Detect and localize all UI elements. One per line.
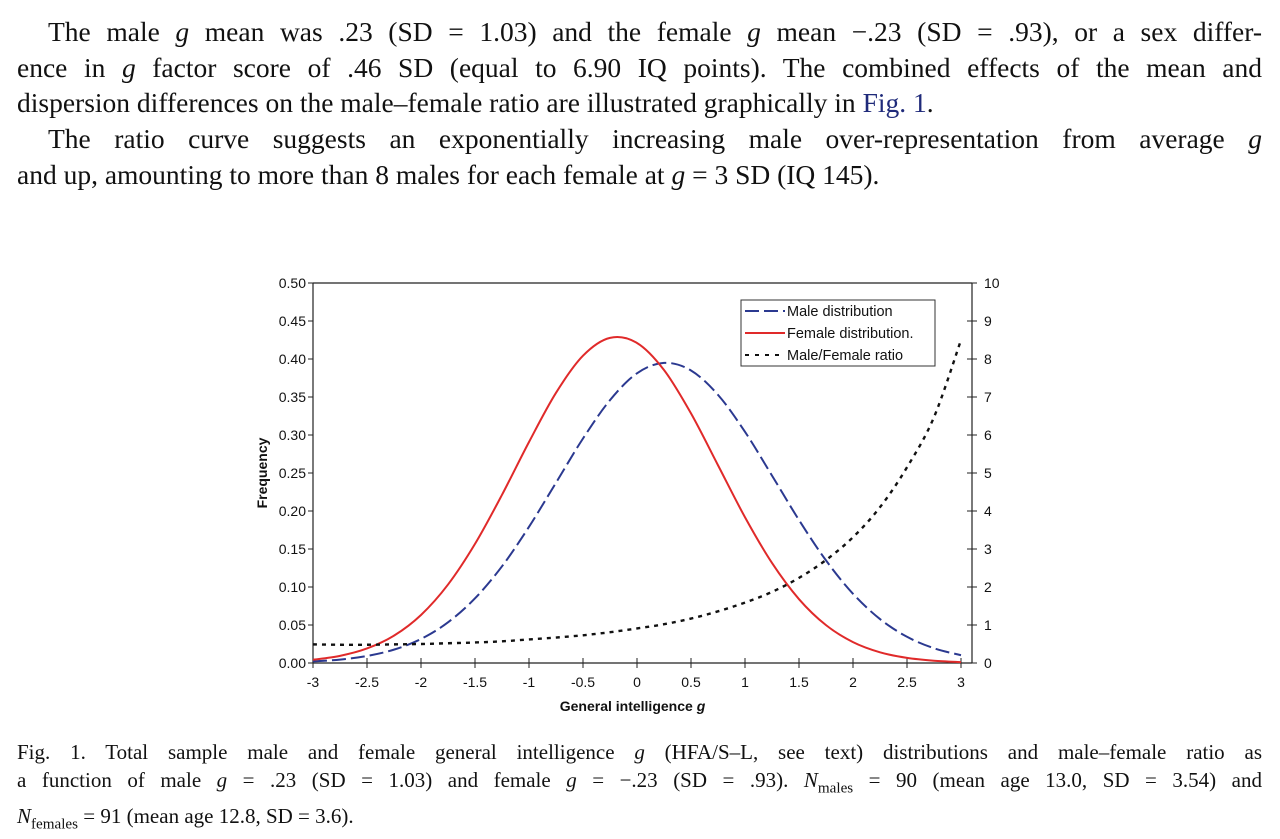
text-span: factor score of .46 SD (equal to 6.90 IQ… — [135, 51, 1262, 83]
x-tick-label: 0.5 — [681, 674, 701, 690]
x-tick-label: 1.5 — [789, 674, 809, 690]
italic-symbol: g — [747, 16, 761, 47]
series-male-distribution-line — [312, 361, 962, 663]
x-tick-label: -3 — [307, 674, 320, 690]
x-axis-label: General intelligence g — [560, 698, 706, 714]
text-line: dispersion differences on the male–femal… — [17, 85, 1262, 121]
x-tick-label: 1 — [741, 674, 749, 690]
x-tick-label: 2.5 — [897, 674, 917, 690]
text-span: dispersion differences on the male–femal… — [17, 87, 863, 119]
italic-symbol: g — [634, 740, 645, 764]
text-span: = −.23 (SD = .93). — [576, 768, 804, 792]
text-span: and up, amounting to more than 8 males f… — [17, 158, 672, 190]
text-line: Nfemales = 91 (mean age 12.8, SD = 3.6). — [17, 802, 1262, 838]
x-tick-label: 3 — [957, 674, 965, 690]
x-tick-label: 0 — [633, 674, 641, 690]
text-span: The male — [48, 16, 176, 47]
x-tick-label: 2 — [849, 674, 857, 690]
y-tick-label: 0.00 — [279, 655, 306, 671]
series-female-distribution-line — [312, 336, 962, 664]
y2-tick-label: 4 — [984, 503, 992, 519]
y-tick-label: 0.10 — [279, 579, 306, 595]
text-span: . — [926, 87, 934, 119]
text-line: The ratio curve suggests an exponentiall… — [17, 121, 1262, 157]
italic-symbol: g — [1248, 123, 1262, 155]
text-span: = 3 SD (IQ 145). — [685, 158, 880, 190]
italic-symbol: g — [121, 51, 136, 83]
text-line: Fig. 1. Total sample male and female gen… — [17, 738, 1262, 766]
italic-symbol: N — [803, 768, 818, 792]
legend-label: Male distribution — [787, 304, 893, 320]
text-span: Fig. 1. Total sample male and female gen… — [17, 740, 635, 764]
text-span: mean was .23 (SD = 1.03) and the female — [189, 16, 748, 47]
italic-symbol: g — [671, 158, 686, 190]
y-tick-label: 0.15 — [279, 541, 306, 557]
text-span: = 91 (mean age 12.8, SD = 3.6). — [78, 804, 354, 829]
italic-symbol: g — [566, 768, 577, 792]
text-line: a function of male g = .23 (SD = 1.03) a… — [17, 766, 1262, 802]
subscript: males — [817, 780, 854, 797]
y-tick-label: 0.20 — [279, 503, 306, 519]
figure-caption: Fig. 1. Total sample male and female gen… — [17, 738, 1262, 839]
y-tick-label: 0.45 — [279, 313, 306, 329]
y2-tick-label: 3 — [984, 541, 992, 557]
y-tick-label: 0.30 — [279, 427, 306, 443]
y-tick-label: 0.50 — [279, 275, 306, 291]
x-tick-label: -1 — [523, 674, 536, 690]
y-tick-label: 0.35 — [279, 389, 306, 405]
x-tick-label: -1.5 — [463, 674, 487, 690]
text-span: mean −.23 (SD = .93), or a sex differ- — [760, 16, 1263, 47]
y2-tick-label: 9 — [984, 313, 992, 329]
y2-tick-label: 6 — [984, 427, 992, 443]
x-tick-label: -2 — [415, 674, 428, 690]
y-axis-label: Frequency — [254, 437, 270, 508]
body-paragraphs: The male g mean was .23 (SD = 1.03) and … — [17, 14, 1262, 193]
y2-tick-label: 2 — [984, 579, 992, 595]
y2-tick-label: 1 — [984, 617, 992, 633]
text-line: ence in g factor score of .46 SD (equal … — [17, 50, 1262, 86]
figure-1-chart: 0.00 0.05 0.10 0.15 0.20 0.25 0.30 0.35 0.40 0.45… — [254, 275, 1000, 714]
text-span: a function of male — [17, 768, 217, 792]
x-tick-label: -0.5 — [571, 674, 595, 690]
text-span: ence in — [17, 51, 122, 83]
y-tick-label: 0.40 — [279, 351, 306, 367]
text-span: The ratio curve suggests an exponentiall… — [48, 123, 1249, 155]
italic-symbol: g — [216, 768, 228, 792]
y-tick-label: 0.25 — [279, 465, 306, 481]
text-span: = 90 (mean age 13.0, SD = 3.54) and — [853, 768, 1262, 792]
x-axis-label-symbol: g — [696, 698, 706, 714]
text-line: The male g mean was .23 (SD = 1.03) and … — [17, 14, 1262, 50]
y2-tick-label: 0 — [984, 655, 992, 671]
text-line: and up, amounting to more than 8 males f… — [17, 157, 1262, 193]
y2-tick-label: 8 — [984, 351, 992, 367]
legend-label: Female distribution. — [787, 326, 914, 342]
y-tick-label: 0.05 — [279, 617, 306, 633]
y2-tick-label: 7 — [984, 389, 992, 405]
figure-link[interactable]: Fig. 1 — [862, 87, 927, 119]
italic-symbol: g — [175, 16, 190, 47]
legend-label: Male/Female ratio — [787, 348, 903, 364]
text-span: = .23 (SD = 1.03) and female — [227, 768, 567, 792]
series-male-female-ratio-line — [312, 339, 963, 647]
y2-tick-label: 5 — [984, 465, 992, 481]
italic-symbol: N — [17, 804, 32, 829]
x-tick-label: -2.5 — [355, 674, 379, 690]
x-axis-label-text: General intelligence — [560, 698, 693, 714]
text-span: (HFA/S–L, see text) distributions and ma… — [644, 740, 1262, 764]
y2-tick-label: 10 — [984, 275, 1000, 291]
subscript: females — [31, 816, 78, 833]
